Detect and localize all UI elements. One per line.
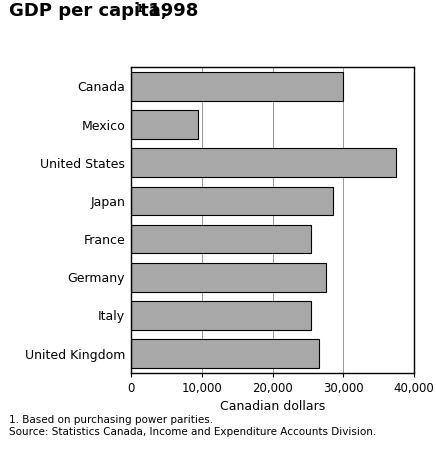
Text: 1998: 1998	[142, 2, 198, 20]
Text: 1: 1	[136, 4, 144, 14]
Text: 1. Based on purchasing power parities.: 1. Based on purchasing power parities.	[9, 415, 213, 425]
Text: Source: Statistics Canada, Income and Expenditure Accounts Division.: Source: Statistics Canada, Income and Ex…	[9, 427, 376, 437]
Bar	[131, 263, 326, 291]
Bar	[131, 301, 311, 330]
X-axis label: Canadian dollars: Canadian dollars	[220, 400, 325, 413]
Bar	[131, 149, 396, 177]
Bar	[131, 110, 198, 139]
Bar	[131, 225, 311, 253]
Bar	[131, 72, 344, 101]
Text: GDP per capita,: GDP per capita,	[9, 2, 167, 20]
Bar	[131, 187, 333, 215]
Bar	[131, 339, 319, 368]
